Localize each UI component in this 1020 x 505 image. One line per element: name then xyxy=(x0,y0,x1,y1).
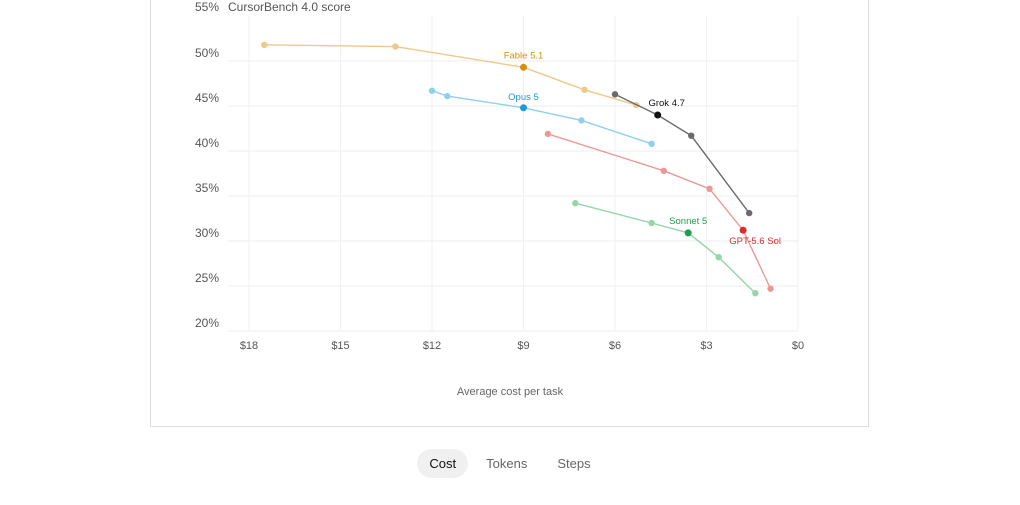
series-label-gpt-5-6-sol: GPT-5.6 Sol xyxy=(729,236,781,247)
x-tick-label: $18 xyxy=(240,340,258,352)
metric-tabs: Cost Tokens Steps xyxy=(0,448,1020,478)
data-point-sonnet-5[interactable] xyxy=(572,200,579,207)
data-point-opus-5[interactable] xyxy=(520,104,527,112)
series-label-grok-4-7: Grok 4.7 xyxy=(648,98,684,109)
data-point-opus-5[interactable] xyxy=(578,117,585,124)
tab-steps[interactable]: Steps xyxy=(557,455,591,471)
data-point-gpt-5-6-sol[interactable] xyxy=(706,185,713,192)
y-tick-label: 45% xyxy=(195,91,219,105)
data-point-gpt-5-6-sol[interactable] xyxy=(660,167,667,174)
y-tick-label: 25% xyxy=(195,271,219,285)
series-label-sonnet-5: Sonnet 5 xyxy=(669,216,707,227)
y-tick-label: 40% xyxy=(195,136,219,150)
data-point-gpt-5-6-sol[interactable] xyxy=(739,226,747,234)
x-tick-label: $15 xyxy=(331,340,349,352)
y-tick-label: 30% xyxy=(195,226,219,240)
data-point-grok-4-7[interactable] xyxy=(688,132,695,139)
y-axis-label: CursorBench 4.0 score xyxy=(228,0,351,14)
data-point-sonnet-5[interactable] xyxy=(684,229,692,237)
series-line-grok-4-7 xyxy=(614,93,750,214)
data-point-grok-4-7[interactable] xyxy=(654,111,662,119)
axes: CursorBench 4.0 score Average cost per t… xyxy=(195,0,804,398)
data-point-fable-5-1[interactable] xyxy=(520,63,527,71)
series-line-opus-5 xyxy=(431,90,652,145)
data-point-opus-5[interactable] xyxy=(444,92,451,100)
y-tick-label: 55% xyxy=(195,0,219,14)
data-point-grok-4-7[interactable] xyxy=(746,209,753,217)
x-tick-label: $6 xyxy=(609,340,621,352)
series-line-sonnet-5 xyxy=(575,202,756,294)
x-tick-label: $3 xyxy=(700,340,712,352)
y-tick-label: 35% xyxy=(195,181,219,195)
series-label-opus-5: Opus 5 xyxy=(508,92,539,103)
series-labels: Fable 5.1 Opus 5 Grok 4.7 GPT-5.6 Sol Sonnet… xyxy=(504,50,781,247)
data-point-fable-5-1[interactable] xyxy=(261,41,268,48)
series-line-gpt-5-6-sol xyxy=(547,133,772,289)
tab-tokens[interactable]: Tokens xyxy=(486,455,528,471)
x-tick-label: $0 xyxy=(792,340,804,352)
tab-cost[interactable]: Cost xyxy=(417,448,469,478)
data-point-gpt-5-6-sol[interactable] xyxy=(544,130,552,138)
data-point-sonnet-5[interactable] xyxy=(715,254,722,261)
x-axis-label: Average cost per task xyxy=(457,386,564,398)
y-tick-label: 20% xyxy=(195,316,219,330)
data-point-gpt-5-6-sol[interactable] xyxy=(767,285,774,292)
data-point-opus-5[interactable] xyxy=(428,87,436,94)
grid xyxy=(228,16,799,332)
series-layer xyxy=(261,41,774,297)
data-point-fable-5-1[interactable] xyxy=(581,86,588,94)
data-point-sonnet-5[interactable] xyxy=(752,290,759,297)
y-tick-label: 50% xyxy=(195,46,219,60)
data-point-sonnet-5[interactable] xyxy=(648,219,655,227)
data-point-fable-5-1[interactable] xyxy=(392,43,399,50)
x-tick-label: $12 xyxy=(423,340,441,352)
series-label-fable-5-1: Fable 5.1 xyxy=(504,50,544,61)
x-tick-label: $9 xyxy=(517,340,529,352)
data-point-opus-5[interactable] xyxy=(648,140,655,147)
data-point-grok-4-7[interactable] xyxy=(611,91,619,98)
